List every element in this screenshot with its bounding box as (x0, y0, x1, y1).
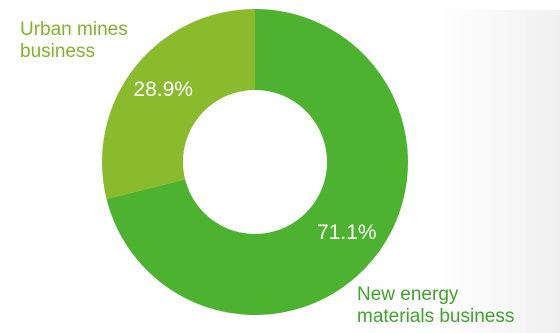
donut-slice-new-energy (106, 9, 409, 316)
category-label-urban-mines: Urban mines business (20, 19, 128, 63)
donut-slice-urban-mines (102, 9, 255, 200)
background-fade (440, 10, 560, 333)
category-label-line: materials business (357, 306, 515, 327)
percent-label: 71.1% (317, 221, 377, 244)
category-label-line: business (20, 41, 95, 62)
category-label-line: New energy (357, 284, 459, 305)
category-label-line: Urban mines (20, 19, 128, 40)
percent-label: 28.9% (133, 78, 193, 101)
category-label-new-energy: New energy materials business (357, 284, 514, 328)
